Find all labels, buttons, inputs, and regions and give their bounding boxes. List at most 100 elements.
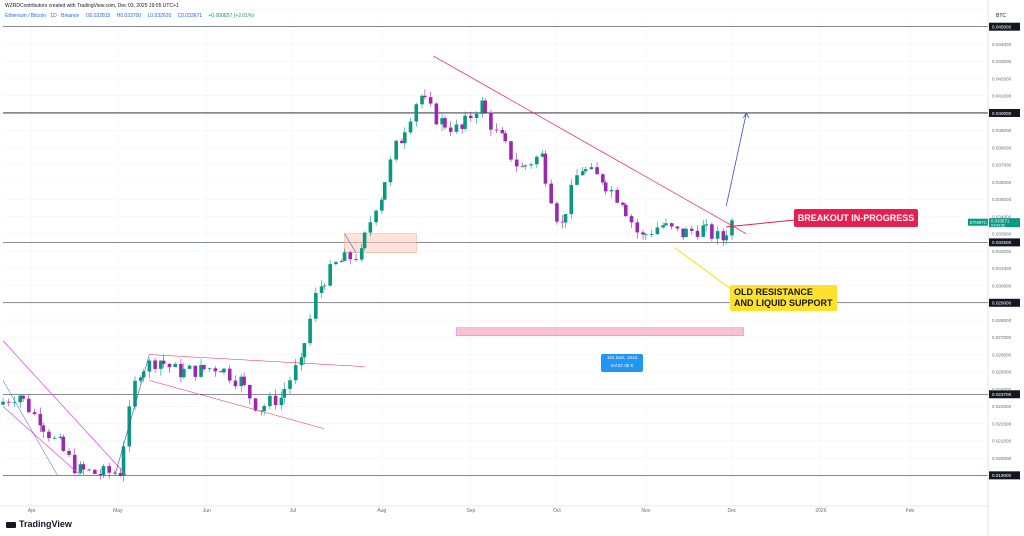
level-price-tag bbox=[989, 390, 1020, 399]
price-tick-label: 0.035000 bbox=[992, 197, 1012, 202]
candle-body bbox=[690, 228, 694, 231]
time-tick-label: Feb bbox=[906, 508, 915, 514]
price-axis: BTC 0.019000 0.020000 0.021000 0.022000 0.023… bbox=[968, 0, 1020, 536]
candle-body bbox=[179, 363, 183, 378]
candle-body bbox=[72, 454, 77, 474]
candle-body bbox=[222, 368, 226, 373]
chart-credit: WZRDContributors created with TradingVie… bbox=[5, 3, 179, 9]
candle-body bbox=[6, 401, 11, 403]
candle-body bbox=[61, 436, 66, 451]
candle-body bbox=[701, 225, 706, 237]
symbol-tag bbox=[968, 218, 988, 226]
candle-body bbox=[380, 199, 384, 211]
candle-body bbox=[494, 129, 499, 131]
candle-body bbox=[52, 437, 57, 439]
candle-body bbox=[549, 183, 553, 204]
candle-body bbox=[649, 234, 654, 235]
old-downtrend-lower bbox=[2, 406, 81, 476]
candle-body bbox=[489, 112, 493, 130]
candle-body bbox=[319, 286, 324, 293]
candle-body bbox=[314, 292, 318, 319]
support-callout-line1: OLD RESISTANCE bbox=[734, 287, 813, 297]
candle-body bbox=[38, 414, 43, 426]
candle-body bbox=[629, 216, 634, 223]
currency-label: BTC bbox=[996, 13, 1006, 19]
price-tick-label: 0.021000 bbox=[992, 439, 1012, 444]
candle-body bbox=[219, 371, 223, 373]
candle-body bbox=[408, 121, 413, 133]
candle-body bbox=[440, 118, 444, 125]
price-tick-label: 0.039000 bbox=[992, 128, 1012, 133]
candle-body bbox=[509, 141, 513, 160]
time-tick-label: Jul bbox=[290, 508, 296, 514]
candle-body bbox=[423, 95, 427, 98]
level-price-tag bbox=[989, 238, 1020, 247]
price-tick-label: 0.020000 bbox=[992, 456, 1012, 461]
candle-body bbox=[354, 259, 358, 260]
price-tick-label: 0.031000 bbox=[992, 266, 1012, 271]
candle-body bbox=[523, 165, 528, 167]
price-tick-label: 0.027000 bbox=[992, 335, 1012, 340]
candle-body bbox=[664, 223, 668, 226]
candle-body bbox=[684, 228, 688, 238]
candle-body bbox=[715, 231, 720, 239]
candle-body bbox=[288, 380, 292, 389]
price-tick-label: 0.025000 bbox=[992, 370, 1012, 375]
support-pointer bbox=[674, 247, 736, 293]
tradingview-logo-text: TradingView bbox=[19, 519, 72, 529]
horizontal-levels bbox=[3, 26, 988, 476]
candle-body bbox=[443, 118, 447, 128]
candlesticks bbox=[1, 89, 734, 482]
candle-body bbox=[121, 446, 126, 476]
level-price-tag bbox=[989, 108, 1020, 117]
current-price-countdown: 04:54:55 bbox=[991, 224, 1005, 228]
measure-volume: Vol 87.35 K bbox=[610, 363, 634, 368]
candle-body bbox=[644, 234, 648, 236]
candle-body bbox=[12, 402, 17, 404]
trend-drawings bbox=[2, 55, 796, 476]
candle-body bbox=[199, 364, 203, 377]
candle-body bbox=[615, 189, 619, 203]
candle-body bbox=[382, 182, 387, 200]
breakout-pointer bbox=[726, 219, 796, 228]
time-tick-label: Aug bbox=[377, 508, 386, 514]
price-tick-label: 0.038000 bbox=[992, 145, 1012, 150]
candle-body bbox=[98, 473, 103, 475]
candle-body bbox=[560, 221, 565, 223]
time-tick-label: Oct bbox=[553, 508, 561, 514]
candle-body bbox=[81, 464, 86, 470]
candle-body bbox=[342, 252, 347, 261]
measure-tooltip: 101 bars, 101d Vol 87.35 K bbox=[601, 354, 643, 372]
candle-body bbox=[248, 384, 252, 399]
candle-body bbox=[595, 167, 599, 175]
candle-body bbox=[434, 103, 439, 125]
tradingview-logo-icon bbox=[6, 521, 16, 528]
candle-body bbox=[233, 380, 238, 387]
candle-body bbox=[138, 377, 143, 381]
candle-body bbox=[302, 343, 307, 358]
level-price-tag bbox=[989, 298, 1020, 307]
price-tick-label: 0.032000 bbox=[992, 249, 1012, 254]
current-price-value: 0.033671 bbox=[991, 219, 1010, 224]
symbol-name[interactable]: Ethereum / Bitcoin · 1D · Binance bbox=[5, 13, 80, 19]
time-axis: Apr May Jun Jul Aug Sep Oct Nov Dec 2026 Feb bbox=[0, 505, 988, 514]
level-price-tag bbox=[989, 22, 1020, 31]
candle-body bbox=[262, 406, 266, 412]
support-callout: OLD RESISTANCE AND LIQUID SUPPORT bbox=[730, 285, 837, 311]
symbol-ohlc-legend: Ethereum / Bitcoin · 1D · Binance O0.032… bbox=[5, 13, 259, 19]
measured-target-zone bbox=[456, 327, 744, 336]
projection-arrow-head bbox=[742, 112, 750, 119]
candle-body bbox=[583, 169, 588, 172]
candle-body bbox=[207, 368, 212, 370]
price-tick-label: 0.023700 bbox=[992, 392, 1012, 397]
breakout-callout: BREAKOUT IN-PROGRESS bbox=[794, 209, 918, 227]
time-tick-label: Jun bbox=[203, 508, 211, 514]
candle-body bbox=[589, 167, 594, 170]
candle-body bbox=[87, 469, 91, 471]
candle-body bbox=[239, 376, 244, 387]
candle-body bbox=[328, 264, 332, 286]
candle-body bbox=[293, 365, 298, 381]
candle-body bbox=[58, 436, 63, 438]
price-tick-label: 0.029000 bbox=[992, 301, 1012, 306]
